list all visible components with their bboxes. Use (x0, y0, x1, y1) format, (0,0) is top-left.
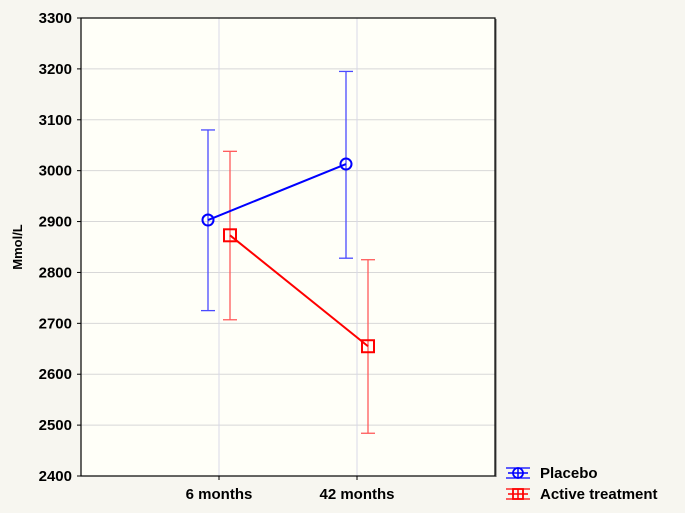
circle-marker (201, 213, 215, 227)
y-axis-title: Mmol/L (10, 224, 25, 270)
y-axis-ticks: 2400 2500 2600 2700 2800 2900 3000 3100 3200 3300 (39, 10, 81, 485)
legend-item: Placebo (506, 465, 598, 482)
y-tick-label: 2500 (39, 417, 72, 434)
x-axis-ticks: 6 months 42 months (186, 476, 395, 503)
legend-item: Active treatment (506, 486, 658, 503)
y-tick-label: 3100 (39, 112, 72, 129)
legend: Placebo Active treatment (506, 465, 658, 503)
square-marker (223, 228, 237, 243)
y-tick-label: 2900 (39, 214, 72, 231)
y-tick-label: 3300 (39, 10, 72, 27)
legend-square-icon (512, 488, 524, 500)
y-tick-label: 2400 (39, 468, 72, 485)
y-tick-label: 2600 (39, 366, 72, 383)
plot-frame (80, 17, 496, 477)
data-markers (201, 157, 375, 354)
y-tick-label: 3000 (39, 163, 72, 180)
circle-marker (339, 157, 353, 171)
x-tick-label: 6 months (186, 486, 253, 503)
y-tick-label: 2700 (39, 315, 72, 332)
y-tick-label: 3200 (39, 61, 72, 78)
legend-label: Placebo (540, 465, 598, 482)
legend-label: Active treatment (540, 486, 658, 503)
square-marker (361, 339, 375, 354)
y-tick-label: 2800 (39, 264, 72, 281)
legend-circle-icon (512, 467, 524, 479)
series-lines (207, 163, 369, 348)
x-tick-label: 42 months (319, 486, 394, 503)
gridlines (81, 18, 495, 476)
plot-area (81, 18, 495, 476)
